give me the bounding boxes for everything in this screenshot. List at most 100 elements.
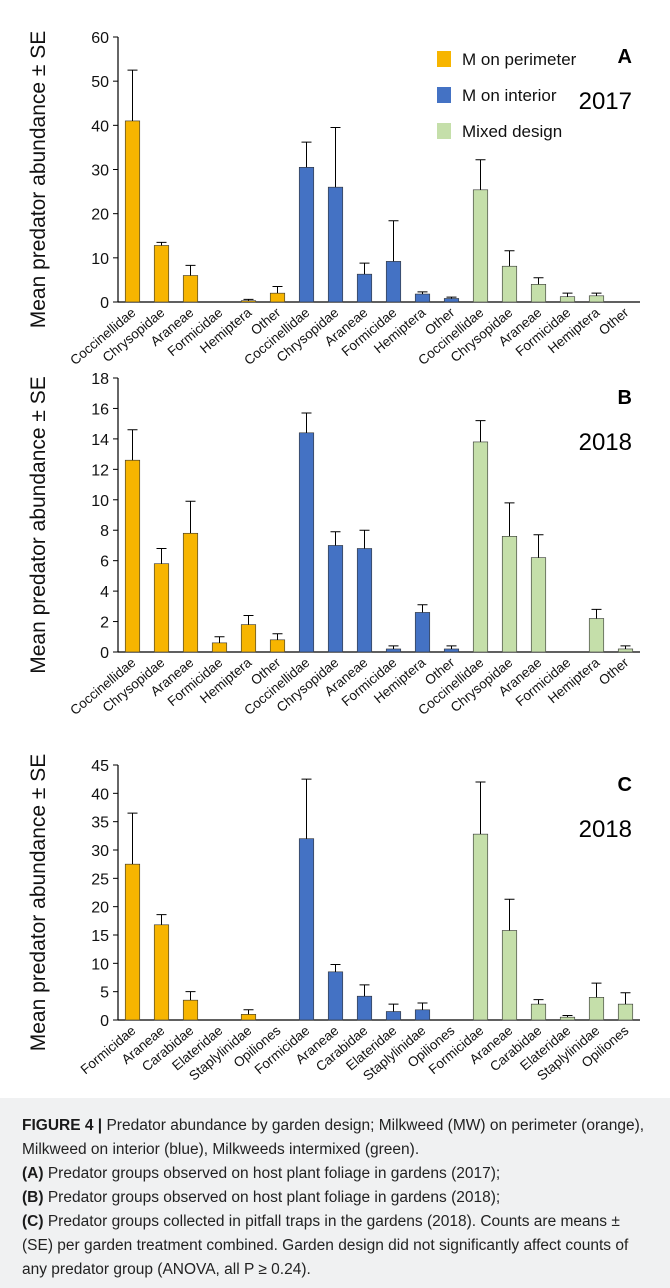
y-tick-label: 15 — [91, 928, 109, 945]
error-bar — [127, 429, 138, 461]
error-bar — [156, 914, 167, 925]
error-bar — [214, 636, 225, 643]
y-tick-label: 10 — [91, 493, 109, 510]
y-tick-label: 35 — [91, 815, 109, 832]
bar — [153, 924, 170, 1021]
error-bar — [475, 159, 486, 190]
bar — [617, 648, 634, 653]
error-bar — [620, 645, 631, 649]
error-bar — [359, 984, 370, 997]
caption-tag: (C) — [22, 1213, 44, 1230]
bar — [617, 1003, 634, 1021]
error-bar — [591, 608, 602, 619]
bar — [356, 548, 373, 653]
year-annotation: 2018 — [579, 429, 632, 456]
bar — [472, 189, 489, 303]
bar — [327, 186, 344, 303]
year-annotation: 2018 — [579, 816, 632, 843]
error-bar — [243, 1009, 254, 1015]
bar — [182, 275, 199, 303]
bar — [240, 624, 257, 653]
y-tick-label: 10 — [91, 251, 109, 268]
bar — [559, 296, 576, 303]
error-bar — [359, 262, 370, 275]
error-bar — [301, 778, 312, 839]
error-bar — [359, 529, 370, 549]
panel-letter: B — [618, 387, 632, 409]
error-bar — [330, 127, 341, 188]
error-bar — [388, 220, 399, 262]
y-axis-label: Mean predator abundance ± SE — [27, 31, 50, 329]
error-bar — [475, 781, 486, 835]
bar — [356, 273, 373, 303]
bar — [124, 863, 141, 1021]
caption-item-text: Predator groups observed on host plant f… — [47, 1165, 501, 1182]
error-bar — [417, 1002, 428, 1010]
bar — [501, 930, 518, 1021]
error-bar — [417, 604, 428, 613]
error-bar — [591, 982, 602, 998]
y-tick-label: 20 — [91, 207, 109, 224]
error-bar — [127, 812, 138, 865]
bar — [182, 999, 199, 1021]
bar — [327, 971, 344, 1021]
bar — [182, 532, 199, 653]
y-tick-label: 12 — [91, 462, 109, 479]
y-tick-label: 60 — [91, 30, 109, 47]
bar — [559, 1016, 576, 1021]
year-annotation: 2017 — [579, 88, 632, 115]
error-bar — [301, 141, 312, 168]
error-bar — [504, 250, 515, 267]
caption-main: FIGURE 4 | Predator abundance by garden … — [22, 1114, 648, 1162]
y-tick-label: 18 — [91, 371, 109, 388]
bar — [501, 536, 518, 653]
bar — [530, 557, 547, 653]
x-tick-label: Other — [596, 654, 632, 688]
bar — [588, 997, 605, 1021]
error-bar — [301, 412, 312, 433]
y-tick-label: 50 — [91, 74, 109, 91]
bar — [443, 298, 460, 303]
bar — [153, 245, 170, 303]
bar — [385, 261, 402, 303]
error-bar — [330, 531, 341, 546]
y-tick-label: 0 — [100, 295, 109, 312]
legend-swatch — [437, 87, 451, 103]
error-bar — [533, 534, 544, 558]
bar — [240, 1014, 257, 1021]
error-bar — [504, 502, 515, 537]
y-tick-label: 5 — [100, 985, 109, 1002]
y-tick-label: 40 — [91, 118, 109, 135]
figure: Mean predator abundance ± SE 010203040506… — [27, 30, 640, 1084]
y-tick-label: 45 — [91, 758, 109, 775]
error-bar — [185, 991, 196, 1001]
error-bar — [475, 420, 486, 442]
panel-letter: A — [618, 46, 632, 68]
bar — [385, 1011, 402, 1021]
bar — [501, 265, 518, 303]
bar — [269, 292, 286, 303]
error-bar — [272, 286, 283, 294]
y-tick-label: 14 — [91, 432, 109, 449]
caption-item: (C) Predator groups collected in pitfall… — [22, 1210, 648, 1282]
bar — [211, 642, 228, 653]
error-bar — [446, 296, 457, 299]
y-tick-label: 20 — [91, 900, 109, 917]
caption-tag: (A) — [22, 1165, 44, 1182]
y-tick-label: 0 — [100, 1013, 109, 1030]
caption-item: (B) Predator groups observed on host pla… — [22, 1186, 648, 1210]
y-tick-label: 25 — [91, 871, 109, 888]
bar — [414, 612, 431, 653]
x-tick-label: Other — [596, 304, 632, 338]
bar — [298, 166, 315, 303]
bar — [472, 441, 489, 653]
legend-swatch — [437, 123, 451, 139]
caption-label: FIGURE 4 | — [22, 1117, 103, 1134]
caption: FIGURE 4 | Predator abundance by garden … — [0, 1098, 670, 1288]
bar — [153, 563, 170, 653]
error-bar — [620, 992, 631, 1005]
error-bar — [562, 1014, 573, 1018]
bar — [124, 459, 141, 653]
legend-label: Mixed design — [462, 122, 562, 141]
bar — [240, 300, 257, 303]
